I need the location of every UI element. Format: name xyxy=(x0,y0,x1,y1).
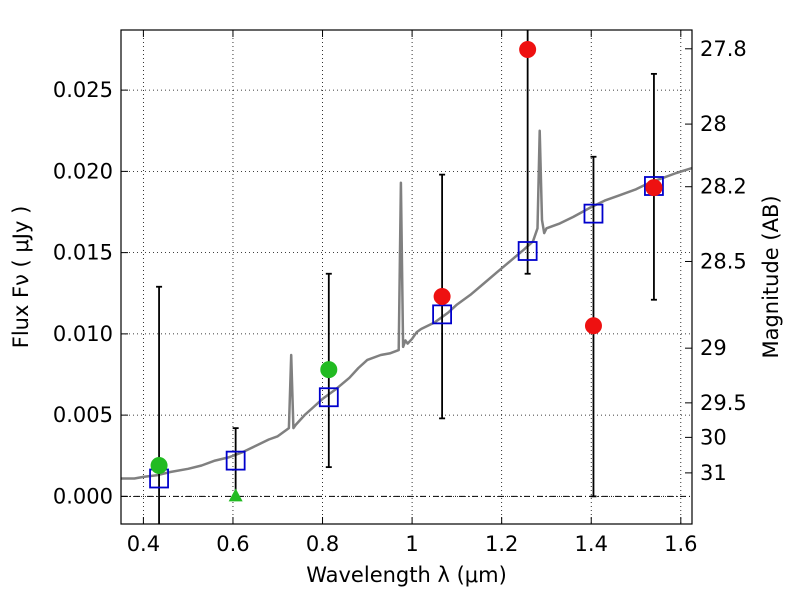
mag-tick-label: 28.5 xyxy=(700,249,747,273)
y-tick-label: 0.000 xyxy=(53,484,113,508)
plot-frame xyxy=(120,29,693,525)
model-photometry-square xyxy=(583,203,604,224)
marker-layer xyxy=(149,41,664,502)
x-tick-label: 0.6 xyxy=(216,532,249,556)
x-tick-label: 0.8 xyxy=(306,532,339,556)
mag-tick-label: 29 xyxy=(700,336,727,360)
optical-upper-limit-marker xyxy=(228,488,243,502)
y-tick-label: 0.005 xyxy=(53,403,113,427)
nir-detection-point xyxy=(584,317,602,335)
model-photometry-square xyxy=(318,387,339,408)
y-axis-label: Flux Fν ( μJy ) xyxy=(9,206,33,349)
label-layer: Wavelength λ (μm) Flux Fν ( μJy ) Magnit… xyxy=(9,195,783,587)
x-tick-label: 1.2 xyxy=(485,532,518,556)
x-axis-label: Wavelength λ (μm) xyxy=(306,563,507,587)
mag-tick-label: 29.5 xyxy=(700,391,747,415)
x-tick-label: 0.4 xyxy=(127,532,160,556)
nir-detection-point xyxy=(645,179,663,197)
nir-detection-point xyxy=(433,288,451,305)
model-photometry-square xyxy=(432,304,453,325)
model-photometry-square xyxy=(225,450,246,471)
mag-tick-label: 27.8 xyxy=(700,37,747,61)
y-axis-right-label: Magnitude (AB) xyxy=(759,195,783,358)
nir-detection-point xyxy=(519,41,537,58)
optical-detection-point xyxy=(320,361,338,379)
y-tick-label: 0.025 xyxy=(53,78,113,102)
optical-detection-point xyxy=(150,457,168,474)
mag-tick-label: 30 xyxy=(700,425,727,449)
error-bar-layer xyxy=(156,30,657,524)
grid-layer xyxy=(121,30,692,524)
mag-tick-label: 28 xyxy=(700,112,727,136)
mag-tick-label: 28.2 xyxy=(700,175,747,199)
x-tick-label: 1.4 xyxy=(575,532,608,556)
model-spectrum-line xyxy=(121,129,693,480)
x-tick-label: 1 xyxy=(405,532,418,556)
y-tick-label: 0.010 xyxy=(53,322,113,346)
model-photometry-square xyxy=(517,241,538,261)
y-tick-label: 0.020 xyxy=(53,159,113,183)
model-spectrum-layer xyxy=(121,129,693,480)
y-tick-label: 0.015 xyxy=(53,241,113,265)
mag-tick-label: 31 xyxy=(700,461,727,485)
tick-layer: 0.4 0.6 0.8 1 1.2 1.4 1.6 0.000 0.005 0.010 0.015 0… xyxy=(53,30,747,556)
x-tick-label: 1.6 xyxy=(664,532,697,556)
